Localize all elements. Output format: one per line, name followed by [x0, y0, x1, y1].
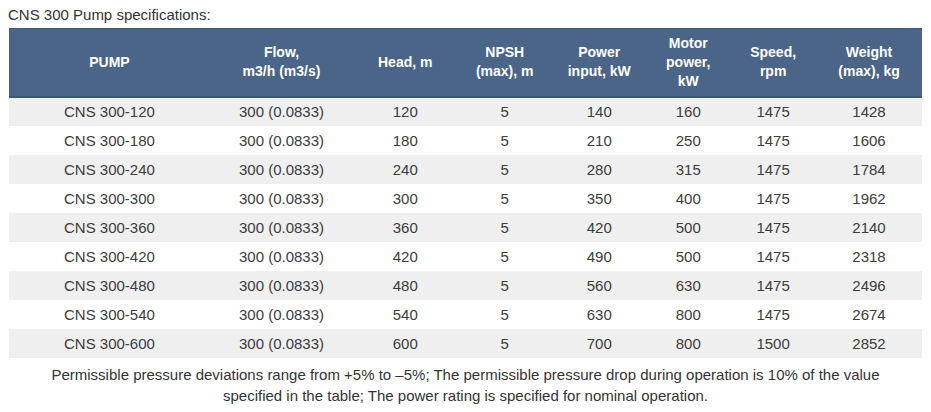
table-row: CNS 300-540300 (0.0833)54056308001475267… — [9, 300, 922, 329]
cell-head: 180 — [353, 126, 457, 155]
cell-motor-power: 250 — [646, 126, 730, 155]
cell-motor-power: 800 — [646, 329, 730, 358]
footnote-line: specified in the table; The power rating… — [14, 385, 917, 407]
cell-head: 540 — [353, 300, 457, 329]
cell-flow: 300 (0.0833) — [210, 213, 353, 242]
cell-motor-power: 500 — [646, 242, 730, 271]
column-header-weight: Weight (max), kg — [816, 29, 922, 97]
footnote: Permissible pressure deviations range fr… — [0, 364, 931, 408]
cell-speed: 1475 — [730, 184, 816, 213]
cell-speed: 1475 — [730, 126, 816, 155]
cell-weight: 2496 — [816, 271, 922, 300]
cell-npsh: 5 — [457, 300, 552, 329]
column-header-npsh: NPSH (max), m — [457, 29, 552, 97]
cell-npsh: 5 — [457, 271, 552, 300]
cell-pump: CNS 300-360 — [9, 213, 210, 242]
cell-motor-power: 160 — [646, 97, 730, 126]
cell-motor-power: 315 — [646, 155, 730, 184]
cell-flow: 300 (0.0833) — [210, 184, 353, 213]
cell-head: 300 — [353, 184, 457, 213]
cell-pump: CNS 300-480 — [9, 271, 210, 300]
cell-power-input: 560 — [552, 271, 646, 300]
cell-power-input: 350 — [552, 184, 646, 213]
table-row: CNS 300-240300 (0.0833)24052803151475178… — [9, 155, 922, 184]
cell-motor-power: 800 — [646, 300, 730, 329]
cell-power-input: 700 — [552, 329, 646, 358]
cell-weight: 1606 — [816, 126, 922, 155]
table-row: CNS 300-360300 (0.0833)36054205001475214… — [9, 213, 922, 242]
cell-flow: 300 (0.0833) — [210, 155, 353, 184]
cell-flow: 300 (0.0833) — [210, 329, 353, 358]
table-row: CNS 300-420300 (0.0833)42054905001475231… — [9, 242, 922, 271]
cell-npsh: 5 — [457, 155, 552, 184]
cell-head: 120 — [353, 97, 457, 126]
cell-weight: 2140 — [816, 213, 922, 242]
cell-head: 600 — [353, 329, 457, 358]
cell-weight: 2674 — [816, 300, 922, 329]
pump-spec-table: PUMPFlow, m3/h (m3/s)Head, mNPSH (max), … — [9, 28, 922, 358]
column-header-flow: Flow, m3/h (m3/s) — [210, 29, 353, 97]
cell-pump: CNS 300-180 — [9, 126, 210, 155]
column-header-head: Head, m — [353, 29, 457, 97]
cell-pump: CNS 300-120 — [9, 97, 210, 126]
cell-npsh: 5 — [457, 329, 552, 358]
cell-power-input: 490 — [552, 242, 646, 271]
table-header: PUMPFlow, m3/h (m3/s)Head, mNPSH (max), … — [9, 29, 922, 97]
cell-speed: 1475 — [730, 97, 816, 126]
cell-npsh: 5 — [457, 213, 552, 242]
table-body: CNS 300-120300 (0.0833)12051401601475142… — [9, 97, 922, 358]
cell-npsh: 5 — [457, 184, 552, 213]
cell-power-input: 210 — [552, 126, 646, 155]
cell-pump: CNS 300-420 — [9, 242, 210, 271]
table-row: CNS 300-120300 (0.0833)12051401601475142… — [9, 97, 922, 126]
cell-npsh: 5 — [457, 126, 552, 155]
cell-pump: CNS 300-540 — [9, 300, 210, 329]
cell-speed: 1475 — [730, 213, 816, 242]
table-row: CNS 300-180300 (0.0833)18052102501475160… — [9, 126, 922, 155]
cell-power-input: 630 — [552, 300, 646, 329]
cell-head: 420 — [353, 242, 457, 271]
cell-flow: 300 (0.0833) — [210, 97, 353, 126]
cell-flow: 300 (0.0833) — [210, 242, 353, 271]
cell-speed: 1475 — [730, 271, 816, 300]
page: CNS 300 Pump specifications: PUMPFlow, m… — [0, 0, 931, 412]
cell-power-input: 280 — [552, 155, 646, 184]
cell-speed: 1475 — [730, 300, 816, 329]
cell-head: 360 — [353, 213, 457, 242]
cell-motor-power: 400 — [646, 184, 730, 213]
cell-pump: CNS 300-600 — [9, 329, 210, 358]
table-row: CNS 300-480300 (0.0833)48055606301475249… — [9, 271, 922, 300]
column-header-power-input: Power input, kW — [552, 29, 646, 97]
cell-weight: 1784 — [816, 155, 922, 184]
cell-power-input: 140 — [552, 97, 646, 126]
cell-npsh: 5 — [457, 242, 552, 271]
cell-speed: 1475 — [730, 242, 816, 271]
column-header-motor-power: Motor power, kW — [646, 29, 730, 97]
cell-head: 480 — [353, 271, 457, 300]
cell-pump: CNS 300-240 — [9, 155, 210, 184]
cell-motor-power: 630 — [646, 271, 730, 300]
cell-pump: CNS 300-300 — [9, 184, 210, 213]
cell-power-input: 420 — [552, 213, 646, 242]
cell-flow: 300 (0.0833) — [210, 271, 353, 300]
cell-flow: 300 (0.0833) — [210, 126, 353, 155]
cell-speed: 1500 — [730, 329, 816, 358]
footnote-line: Permissible pressure deviations range fr… — [14, 364, 917, 386]
cell-npsh: 5 — [457, 97, 552, 126]
cell-flow: 300 (0.0833) — [210, 300, 353, 329]
cell-speed: 1475 — [730, 155, 816, 184]
column-header-speed: Speed, rpm — [730, 29, 816, 97]
table-row: CNS 300-600300 (0.0833)60057008001500285… — [9, 329, 922, 358]
cell-weight: 1962 — [816, 184, 922, 213]
column-header-pump: PUMP — [9, 29, 210, 97]
cell-weight: 2318 — [816, 242, 922, 271]
table-header-row: PUMPFlow, m3/h (m3/s)Head, mNPSH (max), … — [9, 29, 922, 97]
table-row: CNS 300-300300 (0.0833)30053504001475196… — [9, 184, 922, 213]
page-title: CNS 300 Pump specifications: — [0, 0, 931, 28]
cell-head: 240 — [353, 155, 457, 184]
cell-weight: 1428 — [816, 97, 922, 126]
cell-weight: 2852 — [816, 329, 922, 358]
cell-motor-power: 500 — [646, 213, 730, 242]
